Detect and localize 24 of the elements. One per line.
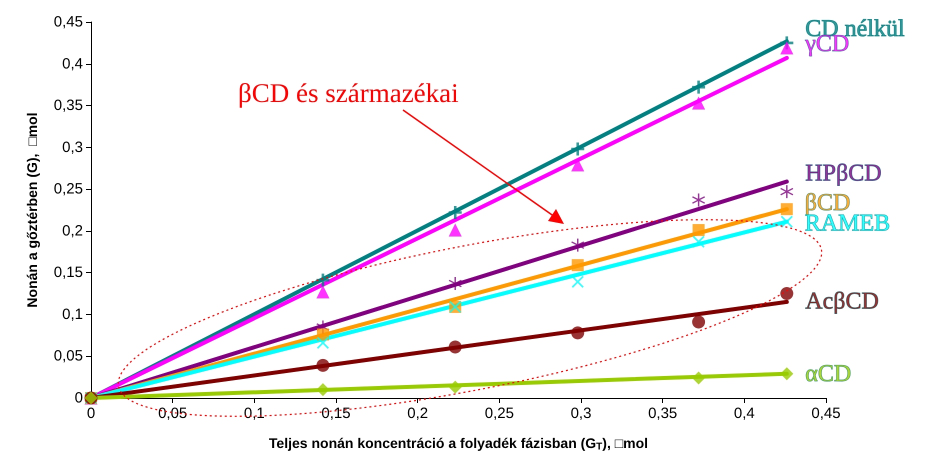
y-tick-label: 0,2 xyxy=(62,222,83,240)
x-tick-label: 0,25 xyxy=(484,405,514,422)
y-tick-label: 0,3 xyxy=(62,138,83,156)
x-tick-label: 0,45 xyxy=(811,405,841,422)
x-tick-label: 0,15 xyxy=(321,405,351,422)
y-tick-label: 0,4 xyxy=(62,55,83,72)
series-label: HPβCD xyxy=(805,160,882,187)
x-tick-label: 0,2 xyxy=(407,405,428,422)
y-tick-label: 0,45 xyxy=(54,14,83,30)
x-tick-label: 0 xyxy=(86,405,96,422)
x-tick-label: 0,05 xyxy=(158,405,188,422)
x-tick-label: 0,35 xyxy=(648,405,678,422)
y-tick-label: 0,05 xyxy=(54,348,83,365)
series-label: αCD xyxy=(805,360,852,387)
y-tick-label: 0,35 xyxy=(54,97,83,114)
annotation: βCD és származékai xyxy=(238,78,459,109)
x-tick-label: 0,4 xyxy=(734,405,755,422)
series-label: AcβCD xyxy=(805,288,879,315)
y-tick-label: 0,15 xyxy=(54,264,83,282)
y-tick-label: 0 xyxy=(74,390,83,406)
y-tick-label: 0,1 xyxy=(62,306,83,323)
y-tick-label: 0,25 xyxy=(54,180,83,198)
y-axis-title: Nonán a gőztérben (G), □mol xyxy=(24,112,40,308)
x-tick-label: 0,3 xyxy=(570,405,592,422)
